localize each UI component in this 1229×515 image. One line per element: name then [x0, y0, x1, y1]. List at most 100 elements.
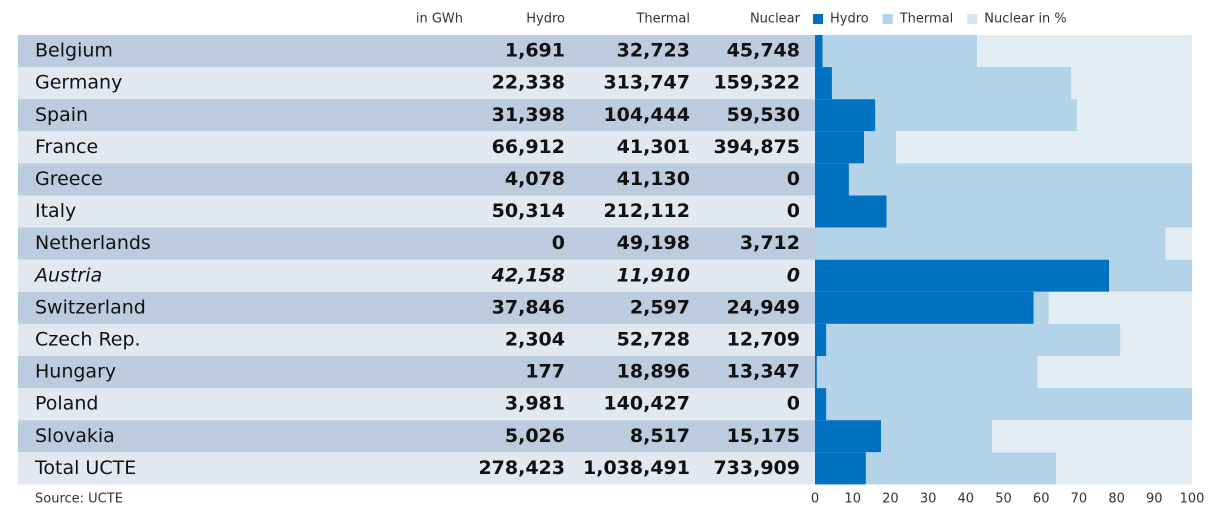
bar-segment	[865, 452, 1057, 485]
row-background	[18, 99, 815, 132]
bar-segment	[1071, 67, 1192, 100]
cell: 52,728	[617, 328, 690, 350]
cell: 12,709	[727, 328, 800, 350]
row-background	[18, 388, 815, 421]
x-tick-label: 60	[1033, 492, 1050, 507]
cell: 3,712	[740, 232, 800, 254]
cell: 140,427	[603, 393, 690, 415]
cell: 177	[525, 361, 565, 383]
row-background	[18, 452, 815, 485]
cell: 1,691	[505, 40, 565, 62]
cell: 11,910	[617, 264, 690, 286]
bar-segment	[815, 291, 1034, 324]
bar-segment	[815, 420, 881, 453]
cell: 0	[787, 393, 800, 415]
cell: 0	[787, 264, 800, 286]
bar-segment	[992, 420, 1192, 453]
unit-header: in GWh	[416, 12, 463, 27]
cell: 0	[787, 200, 800, 222]
row-background	[18, 163, 815, 196]
column-header: Thermal	[635, 12, 690, 27]
row-background	[18, 323, 815, 356]
cell: 50,314	[492, 200, 565, 222]
row-background	[18, 259, 815, 292]
column-header: Hydro	[526, 12, 565, 27]
bar-segment	[1048, 291, 1192, 324]
bar-segment	[815, 131, 865, 164]
legend-swatch	[882, 14, 893, 24]
country: Netherlands	[35, 232, 151, 254]
legend-swatch	[813, 14, 823, 24]
bar-segment	[1165, 227, 1192, 260]
cell: 2,597	[630, 296, 690, 318]
bar-segment	[816, 356, 1038, 389]
cell: 41,130	[617, 168, 690, 190]
cell: 394,875	[713, 136, 800, 158]
row-background	[18, 67, 815, 100]
bar-segment	[831, 67, 1072, 100]
row-background	[18, 195, 815, 228]
x-tick-label: 0	[811, 492, 819, 507]
x-tick-label: 10	[844, 492, 861, 507]
legend-label: Thermal	[899, 12, 954, 27]
bar-segment	[880, 420, 993, 453]
country: Slovakia	[35, 425, 115, 447]
cell: 59,530	[727, 104, 800, 126]
cell: 37,846	[492, 296, 565, 318]
cell: 212,112	[603, 200, 690, 222]
bar-segment	[822, 35, 978, 68]
country: Belgium	[35, 40, 113, 62]
cell: 42,158	[491, 264, 565, 286]
cell: 31,398	[492, 104, 565, 126]
cell: 4,078	[505, 168, 565, 190]
bar-segment	[815, 452, 866, 485]
x-tick-label: 100	[1180, 492, 1205, 507]
column-header: Nuclear	[750, 12, 801, 27]
cell: 5,026	[505, 425, 565, 447]
x-tick-label: 70	[1071, 492, 1088, 507]
cell: 22,338	[492, 72, 565, 94]
cell: 159,322	[713, 72, 800, 94]
cell: 41,301	[617, 136, 690, 158]
cell: 8,517	[630, 425, 690, 447]
x-tick-label: 90	[1146, 492, 1163, 507]
country: Switzerland	[35, 296, 146, 318]
x-tick-label: 50	[995, 492, 1012, 507]
bar-segment	[1077, 99, 1192, 132]
bar-segment	[896, 131, 1192, 164]
cell: 0	[552, 232, 565, 254]
bar-segment	[1109, 259, 1192, 292]
bar-segment	[815, 388, 827, 421]
cell: 15,175	[727, 425, 800, 447]
cell: 24,949	[727, 296, 800, 318]
bar-segment	[1120, 323, 1192, 356]
cell: 32,723	[617, 40, 690, 62]
country: France	[35, 136, 98, 158]
cell: 313,747	[603, 72, 690, 94]
row-background	[18, 291, 815, 324]
country: Hungary	[35, 361, 116, 383]
bar-segment	[815, 35, 823, 68]
cell: 49,198	[617, 232, 690, 254]
cell: 733,909	[713, 457, 800, 479]
bar-segment	[815, 67, 832, 100]
country: Total UCTE	[34, 457, 136, 479]
bar-segment	[977, 35, 1192, 68]
bar-segment	[815, 195, 887, 228]
row-background	[18, 131, 815, 164]
source: Source: UCTE	[35, 492, 123, 507]
cell: 45,748	[727, 40, 800, 62]
country: Greece	[35, 168, 103, 190]
country: Spain	[35, 104, 88, 126]
country: Poland	[35, 393, 98, 415]
bar-segment	[815, 163, 849, 196]
cell: 66,912	[492, 136, 565, 158]
bar-segment	[815, 259, 1110, 292]
bar-segment	[826, 323, 1121, 356]
bar-segment	[815, 323, 827, 356]
cell: 18,896	[617, 361, 690, 383]
row-background	[18, 35, 815, 68]
bar-segment	[864, 131, 897, 164]
bar-segment	[815, 227, 1166, 260]
country: Italy	[35, 200, 76, 222]
